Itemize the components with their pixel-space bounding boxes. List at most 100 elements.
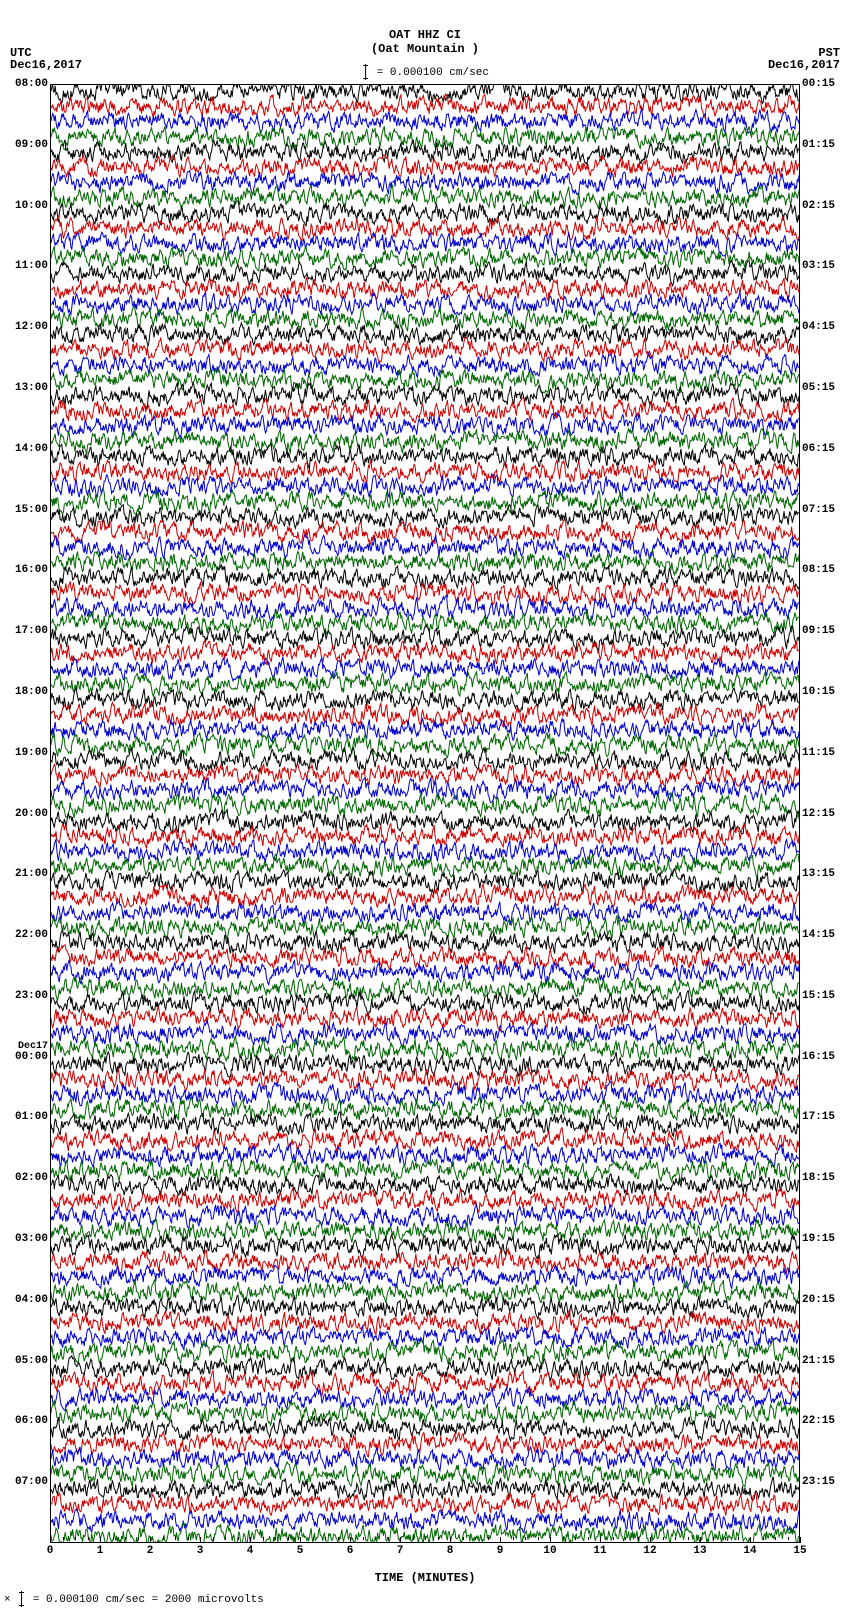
- x-minor-tick: [638, 1537, 639, 1540]
- x-tick-label: 12: [643, 1545, 656, 1557]
- right-time-label: 07:15: [802, 505, 835, 516]
- left-time-label: 03:00: [15, 1234, 48, 1245]
- x-minor-tick: [175, 1537, 176, 1540]
- right-time-label: 20:15: [802, 1295, 835, 1306]
- x-tick-label: 2: [147, 1545, 154, 1557]
- left-time-label: 05:00: [15, 1356, 48, 1367]
- right-time-label: 09:15: [802, 626, 835, 637]
- right-time-axis: 00:1501:1502:1503:1504:1505:1506:1507:15…: [800, 84, 848, 1543]
- x-minor-tick: [200, 1537, 201, 1540]
- x-minor-tick: [325, 1537, 326, 1540]
- x-minor-tick: [563, 1537, 564, 1540]
- x-minor-tick: [250, 1537, 251, 1540]
- x-minor-tick: [800, 1537, 801, 1540]
- scale-bar-icon: [21, 1591, 22, 1607]
- left-time-axis: 08:0009:0010:0011:0012:0013:0014:0015:00…: [2, 84, 50, 1543]
- title-line1: OAT HHZ CI: [371, 28, 479, 42]
- footer-scale: × = 0.000100 cm/sec = 2000 microvolts: [4, 1591, 264, 1607]
- right-time-label: 14:15: [802, 930, 835, 941]
- x-minor-tick: [488, 1537, 489, 1540]
- left-time-label: 21:00: [15, 869, 48, 880]
- x-minor-tick: [588, 1537, 589, 1540]
- seismogram-plot: [50, 84, 800, 1543]
- right-time-label: 21:15: [802, 1356, 835, 1367]
- x-tick-label: 8: [447, 1545, 454, 1557]
- x-minor-tick: [300, 1537, 301, 1540]
- x-minor-tick: [225, 1537, 226, 1540]
- x-minor-tick: [463, 1537, 464, 1540]
- x-minor-tick: [125, 1537, 126, 1540]
- x-tick-label: 0: [47, 1545, 54, 1557]
- scale-bar-icon: [365, 64, 366, 80]
- right-time-label: 19:15: [802, 1234, 835, 1245]
- right-time-label: 05:15: [802, 383, 835, 394]
- x-minor-tick: [500, 1537, 501, 1540]
- left-time-label: 07:00: [15, 1477, 48, 1488]
- left-time-label: 20:00: [15, 809, 48, 820]
- x-minor-tick: [725, 1537, 726, 1540]
- right-time-label: 12:15: [802, 809, 835, 820]
- x-minor-tick: [688, 1537, 689, 1540]
- right-time-label: 00:15: [802, 79, 835, 90]
- x-minor-tick: [738, 1537, 739, 1540]
- left-time-label: 08:00: [15, 79, 48, 90]
- right-time-label: 02:15: [802, 201, 835, 212]
- x-minor-tick: [425, 1537, 426, 1540]
- left-time-label: 01:00: [15, 1112, 48, 1123]
- x-minor-tick: [88, 1537, 89, 1540]
- x-minor-tick: [663, 1537, 664, 1540]
- x-tick-label: 4: [247, 1545, 254, 1557]
- x-minor-tick: [625, 1537, 626, 1540]
- date-right: Dec16,2017: [768, 58, 840, 72]
- x-minor-tick: [700, 1537, 701, 1540]
- x-minor-tick: [550, 1537, 551, 1540]
- right-time-label: 10:15: [802, 687, 835, 698]
- right-time-label: 03:15: [802, 261, 835, 272]
- x-minor-tick: [475, 1537, 476, 1540]
- x-tick-label: 10: [543, 1545, 556, 1557]
- x-minor-tick: [375, 1537, 376, 1540]
- x-minor-tick: [213, 1537, 214, 1540]
- left-time-label: 00:00: [15, 1052, 48, 1063]
- x-tick-label: 9: [497, 1545, 504, 1557]
- x-minor-tick: [188, 1537, 189, 1540]
- x-tick-label: 11: [593, 1545, 606, 1557]
- x-tick-label: 13: [693, 1545, 706, 1557]
- left-time-label: 13:00: [15, 383, 48, 394]
- left-time-label: 18:00: [15, 687, 48, 698]
- x-minor-tick: [150, 1537, 151, 1540]
- x-axis: 0123456789101112131415: [50, 1543, 800, 1573]
- x-minor-tick: [163, 1537, 164, 1540]
- x-minor-tick: [525, 1537, 526, 1540]
- right-time-label: 01:15: [802, 140, 835, 151]
- left-time-label: 23:00: [15, 991, 48, 1002]
- x-tick-label: 14: [743, 1545, 756, 1557]
- right-time-label: 06:15: [802, 444, 835, 455]
- x-minor-tick: [613, 1537, 614, 1540]
- x-minor-tick: [788, 1537, 789, 1540]
- x-minor-tick: [338, 1537, 339, 1540]
- x-minor-tick: [138, 1537, 139, 1540]
- scale-legend-text: = 0.000100 cm/sec: [377, 67, 489, 79]
- right-time-label: 15:15: [802, 991, 835, 1002]
- left-time-label: 15:00: [15, 505, 48, 516]
- x-minor-tick: [513, 1537, 514, 1540]
- x-minor-tick: [775, 1537, 776, 1540]
- x-axis-label: TIME (MINUTES): [375, 1571, 476, 1585]
- left-time-label: 09:00: [15, 140, 48, 151]
- x-minor-tick: [600, 1537, 601, 1540]
- x-minor-tick: [75, 1537, 76, 1540]
- right-time-label: 16:15: [802, 1052, 835, 1063]
- right-time-label: 18:15: [802, 1173, 835, 1184]
- x-minor-tick: [675, 1537, 676, 1540]
- left-time-label: 11:00: [15, 261, 48, 272]
- scale-legend-top: = 0.000100 cm/sec: [361, 64, 489, 80]
- title-line2: (Oat Mountain ): [371, 42, 479, 56]
- right-time-label: 11:15: [802, 748, 835, 759]
- x-tick-label: 1: [97, 1545, 104, 1557]
- x-minor-tick: [363, 1537, 364, 1540]
- x-minor-tick: [263, 1537, 264, 1540]
- date-left: Dec16,2017: [10, 58, 82, 72]
- right-time-label: 13:15: [802, 869, 835, 880]
- x-minor-tick: [713, 1537, 714, 1540]
